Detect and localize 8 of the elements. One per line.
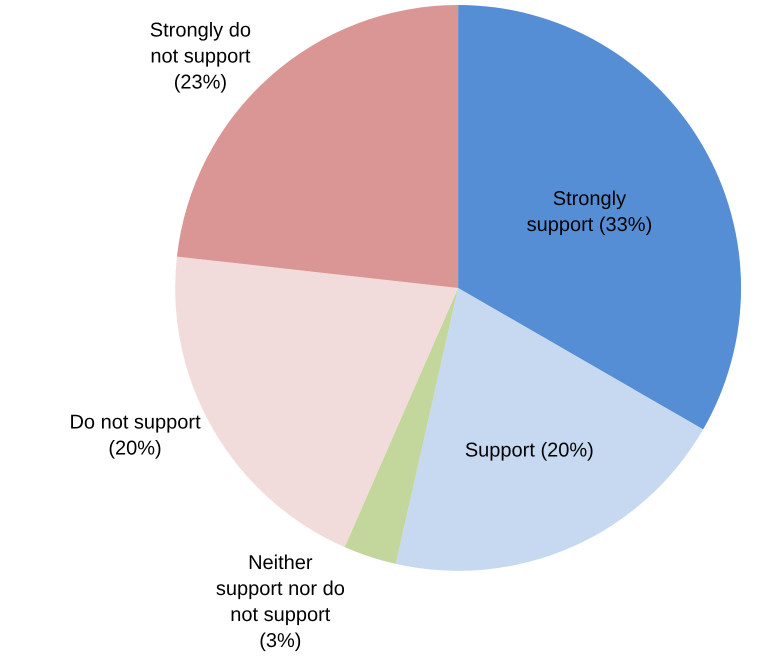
slice-label: Strongly do not support (23%) <box>150 20 251 94</box>
pie-slice <box>458 5 741 430</box>
slice-label: Support (20%) <box>464 440 594 462</box>
slice-label: Neither support nor do not support (3%) <box>216 552 345 652</box>
slice-label: Do not support (20%) <box>69 411 202 460</box>
slice-label: Strongly support (33%) <box>526 188 652 236</box>
pie-slice <box>396 288 704 571</box>
pie-slice <box>344 288 458 564</box>
